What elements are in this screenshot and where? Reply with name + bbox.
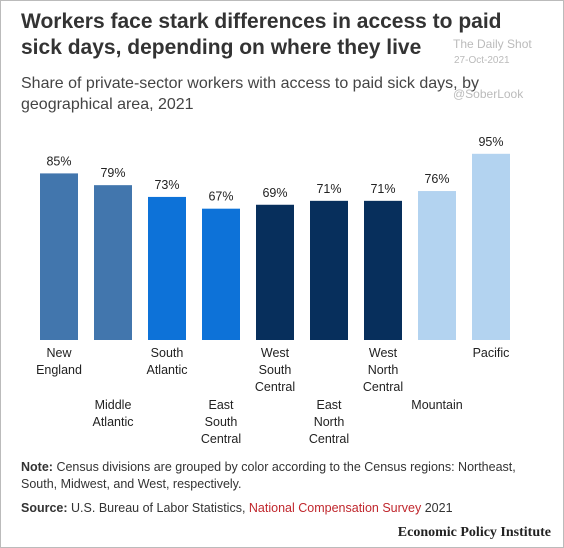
x-tick-label: West North Central [363,346,403,394]
chart-title: Workers face stark differences in access… [21,10,502,59]
watermark: The Daily Shot [453,37,532,51]
note-text: Census divisions are grouped by color ac… [21,460,516,491]
value-label: 79% [100,166,125,180]
x-tick-label: East South Central [201,398,241,446]
value-label: 69% [262,186,287,200]
source-year: 2021 [424,501,453,515]
source-label: Source: [21,501,68,515]
bar [310,200,348,340]
value-label: 71% [370,182,395,196]
bar [256,204,294,340]
credit: Economic Policy Institute [397,525,551,540]
value-label: 67% [208,190,233,204]
x-tick-label: New England [36,346,82,377]
bar [94,185,132,340]
value-label: 71% [316,182,341,196]
chart-subtitle: Share of private-sector workers with acc… [21,75,479,113]
source-text: U.S. Bureau of Labor Statistics, [71,501,246,515]
source-link[interactable]: National Compensation Survey [248,501,422,515]
chart: 85% New England 79% Middle Atlantic 73% South At… [36,135,510,446]
watermark-date: 27-Oct-2021 [454,55,510,66]
x-tick-label: East North Central [309,398,349,446]
value-label: 95% [478,135,503,149]
bar [364,200,402,340]
bar [40,173,78,340]
value-label: 73% [154,178,179,192]
value-label: 85% [46,154,71,168]
bar [418,191,456,340]
x-tick-label: South Atlantic [147,346,188,377]
bar [472,153,510,340]
bar [148,196,186,340]
watermark-handle: @SoberLook [453,87,524,101]
x-tick-label: Pacific [473,346,510,360]
x-tick-label: West South Central [255,346,295,394]
value-label: 76% [424,172,449,186]
bar [202,208,240,340]
x-tick-label: Mountain [411,398,462,412]
source: Source: U.S. Bureau of Labor Statistics,… [21,501,453,515]
note-label: Note: [21,460,53,474]
x-tick-label: Middle Atlantic [93,398,134,429]
note: Note: Census divisions are grouped by co… [21,459,546,493]
